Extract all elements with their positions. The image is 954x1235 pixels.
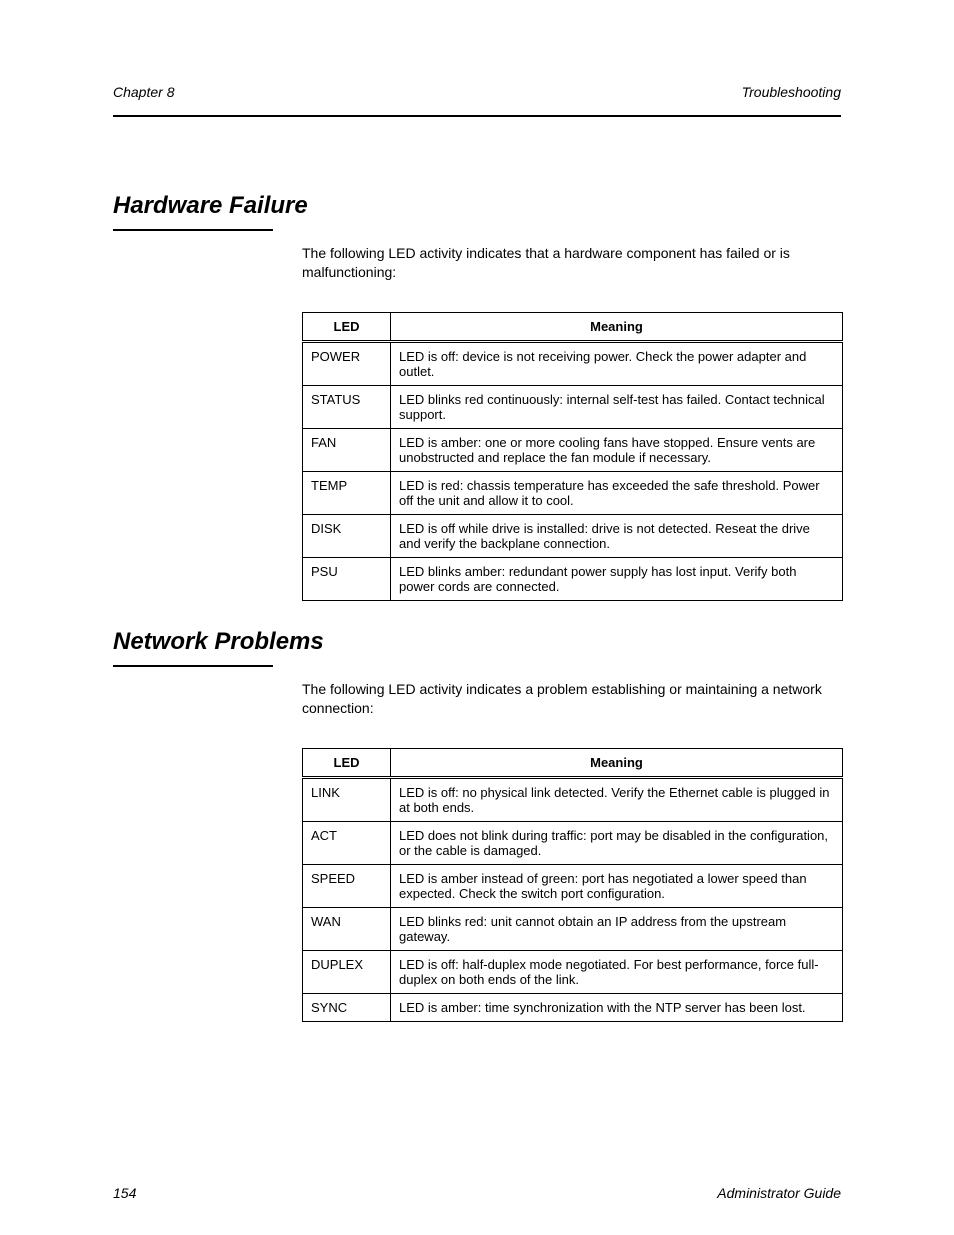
table2-row-led: LINK (303, 778, 391, 822)
header-left: Chapter 8 (113, 84, 174, 100)
table2-row-led: SYNC (303, 994, 391, 1022)
table1-row-led: TEMP (303, 472, 391, 515)
header-rule (113, 115, 841, 117)
table2-header-led: LED (303, 749, 391, 778)
table2-row-meaning: LED is amber: time synchronization with … (391, 994, 843, 1022)
table1-row-led: DISK (303, 515, 391, 558)
table1-row-meaning: LED is off while drive is installed: dri… (391, 515, 843, 558)
table2-row-meaning: LED does not blink during traffic: port … (391, 822, 843, 865)
table2-row-led: DUPLEX (303, 951, 391, 994)
table2-row-led: SPEED (303, 865, 391, 908)
table1-row-meaning: LED is off: device is not receiving powe… (391, 342, 843, 386)
section1-title: Hardware Failure (113, 192, 308, 220)
section2-rule (113, 665, 273, 667)
section2-intro: The following LED activity indicates a p… (302, 680, 842, 718)
table2-row-meaning: LED is amber instead of green: port has … (391, 865, 843, 908)
table1-row-meaning: LED blinks amber: redundant power supply… (391, 558, 843, 601)
footer-right: Administrator Guide (717, 1185, 841, 1201)
table1-row-meaning: LED is red: chassis temperature has exce… (391, 472, 843, 515)
table1-row-led: PSU (303, 558, 391, 601)
section2-title: Network Problems (113, 628, 324, 656)
table1-row-led: POWER (303, 342, 391, 386)
table1-row-meaning: LED is amber: one or more cooling fans h… (391, 429, 843, 472)
table1-row-led: STATUS (303, 386, 391, 429)
table2-row-meaning: LED is off: half-duplex mode negotiated.… (391, 951, 843, 994)
page-footer: 154 Administrator Guide (113, 1185, 841, 1201)
table2-row-led: WAN (303, 908, 391, 951)
table1-row-meaning: LED blinks red continuously: internal se… (391, 386, 843, 429)
table1-row-led: FAN (303, 429, 391, 472)
table-network-problems: LED Meaning LINKLED is off: no physical … (302, 748, 843, 1022)
table-hardware-failure: LED Meaning POWERLED is off: device is n… (302, 312, 843, 601)
table2-row-led: ACT (303, 822, 391, 865)
table2-header-meaning: Meaning (391, 749, 843, 778)
page-header: Chapter 8 Troubleshooting (113, 84, 841, 100)
table2-row-meaning: LED blinks red: unit cannot obtain an IP… (391, 908, 843, 951)
table1-header-meaning: Meaning (391, 313, 843, 342)
table2-row-meaning: LED is off: no physical link detected. V… (391, 778, 843, 822)
section1-rule (113, 229, 273, 231)
page-number: 154 (113, 1185, 136, 1201)
section1-intro: The following LED activity indicates tha… (302, 244, 842, 282)
table1-header-led: LED (303, 313, 391, 342)
header-right: Troubleshooting (742, 84, 841, 100)
